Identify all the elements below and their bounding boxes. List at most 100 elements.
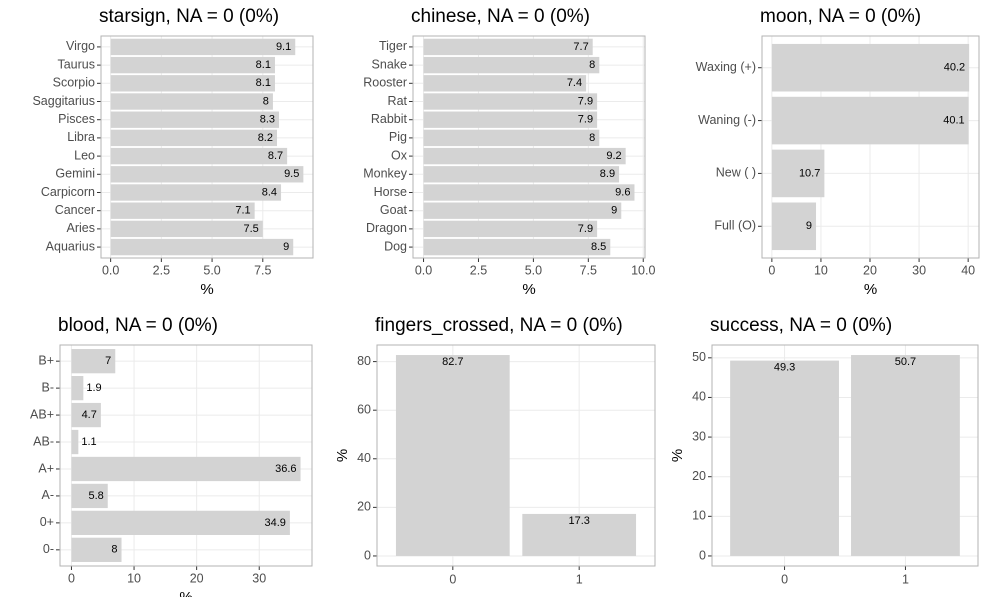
y-tick-label: Dog xyxy=(384,239,407,253)
x-tick-label: 0.0 xyxy=(415,263,432,277)
bar xyxy=(110,93,273,110)
bar xyxy=(110,166,304,183)
bar xyxy=(730,360,839,556)
bar xyxy=(771,202,817,251)
y-tick-label: 0 xyxy=(699,548,706,562)
value-label: 1.9 xyxy=(86,382,101,394)
chart-title: success, NA = 0 (0%) xyxy=(710,315,892,336)
bar xyxy=(423,56,600,74)
value-label: 4.7 xyxy=(82,409,97,421)
y-tick-label: Monkey xyxy=(363,167,408,181)
y-tick-label: Full (O) xyxy=(714,219,756,233)
value-label: 7.9 xyxy=(578,95,593,107)
bar xyxy=(71,402,101,428)
y-tick-label: Waxing (+) xyxy=(696,60,756,74)
value-label: 17.3 xyxy=(568,515,589,527)
y-tick-label: Virgo xyxy=(66,39,95,53)
value-label: 9 xyxy=(806,220,812,232)
bar xyxy=(423,147,626,165)
x-tick-label: 10.0 xyxy=(631,263,655,277)
panel: chinese, NA = 0 (0%) 0.0 2.5 5.0 7.5 10.0 7.7 T… xyxy=(363,6,655,298)
value-label: 8 xyxy=(111,544,117,556)
panel: blood, NA = 0 (0%) 0 10 20 30 7 B+ 1.9 B- 4.7 AB+ 1… xyxy=(30,315,313,597)
value-label: 8.5 xyxy=(591,241,606,253)
x-tick-label: 5.0 xyxy=(525,263,542,277)
bar xyxy=(423,184,635,201)
value-label: 7.7 xyxy=(573,41,588,53)
bar xyxy=(71,483,108,509)
x-tick-label: 1 xyxy=(902,572,909,586)
x-tick-label: 20 xyxy=(190,571,204,585)
x-axis-title: % xyxy=(200,281,213,298)
y-tick-label: Rat xyxy=(388,94,408,108)
y-tick-label: Rabbit xyxy=(371,112,408,126)
bar xyxy=(110,75,275,92)
bar xyxy=(771,96,969,145)
bar xyxy=(110,184,282,201)
value-label: 7.4 xyxy=(567,77,582,89)
y-tick-label: Horse xyxy=(374,185,407,199)
y-tick-label: Cancer xyxy=(55,203,95,217)
y-tick-label: AB- xyxy=(33,434,54,448)
y-tick-label: Dragon xyxy=(366,221,407,235)
x-axis-title: % xyxy=(522,281,535,298)
value-label: 9.2 xyxy=(606,150,621,162)
y-tick-label: Tiger xyxy=(379,39,407,53)
x-tick-label: 0 xyxy=(768,263,775,277)
bar xyxy=(771,149,825,198)
panel-border xyxy=(761,35,980,259)
value-label: 7.9 xyxy=(578,223,593,235)
x-tick-label: 10 xyxy=(814,263,828,277)
y-tick-label: 50 xyxy=(692,350,706,364)
x-tick-label: 0 xyxy=(68,571,75,585)
value-label: 49.3 xyxy=(774,361,795,373)
bar xyxy=(110,56,275,74)
bar xyxy=(110,202,255,219)
y-tick-label: Pig xyxy=(389,130,407,144)
value-label: 9.1 xyxy=(276,41,291,53)
bar xyxy=(423,93,598,110)
panel-border xyxy=(100,35,314,259)
value-label: 34.9 xyxy=(264,517,285,529)
bar xyxy=(110,129,277,147)
bar xyxy=(522,513,637,556)
x-tick-label: 30 xyxy=(252,571,266,585)
value-label: 40.1 xyxy=(943,114,964,126)
panel-border xyxy=(412,35,646,259)
y-tick-label: Carpicorn xyxy=(41,185,95,199)
bar xyxy=(71,375,84,401)
x-axis-title: % xyxy=(864,281,877,298)
x-tick-label: 20 xyxy=(863,263,877,277)
y-tick-label: Pisces xyxy=(58,112,95,126)
y-tick-label: 20 xyxy=(692,469,706,483)
x-tick-label: 0 xyxy=(449,572,456,586)
y-tick-label: Libra xyxy=(67,130,95,144)
y-tick-label: 20 xyxy=(357,500,371,514)
bar xyxy=(423,75,587,92)
bar xyxy=(110,238,294,256)
bar xyxy=(71,456,301,482)
x-tick-label: 0 xyxy=(781,572,788,586)
value-label: 9 xyxy=(611,205,617,217)
y-tick-label: Saggitarius xyxy=(32,94,95,108)
bar xyxy=(110,38,296,56)
value-label: 8.2 xyxy=(258,132,273,144)
y-axis-title: % xyxy=(334,449,351,462)
x-tick-label: 7.5 xyxy=(254,263,271,277)
y-tick-label: 30 xyxy=(692,429,706,443)
x-tick-label: 2.5 xyxy=(470,263,487,277)
y-tick-label: Aries xyxy=(67,221,95,235)
bar xyxy=(771,43,970,92)
value-label: 8.1 xyxy=(256,77,271,89)
value-label: 8.4 xyxy=(262,186,277,198)
y-tick-label: A+ xyxy=(38,461,54,475)
value-label: 50.7 xyxy=(895,356,916,368)
value-label: 8.7 xyxy=(268,150,283,162)
x-tick-label: 1 xyxy=(576,572,583,586)
value-label: 5.8 xyxy=(88,490,103,502)
panel-border xyxy=(59,344,313,567)
y-tick-label: 0- xyxy=(43,542,54,556)
y-tick-label: B- xyxy=(42,380,55,394)
bar xyxy=(110,147,288,165)
chart-title: blood, NA = 0 (0%) xyxy=(58,315,218,336)
